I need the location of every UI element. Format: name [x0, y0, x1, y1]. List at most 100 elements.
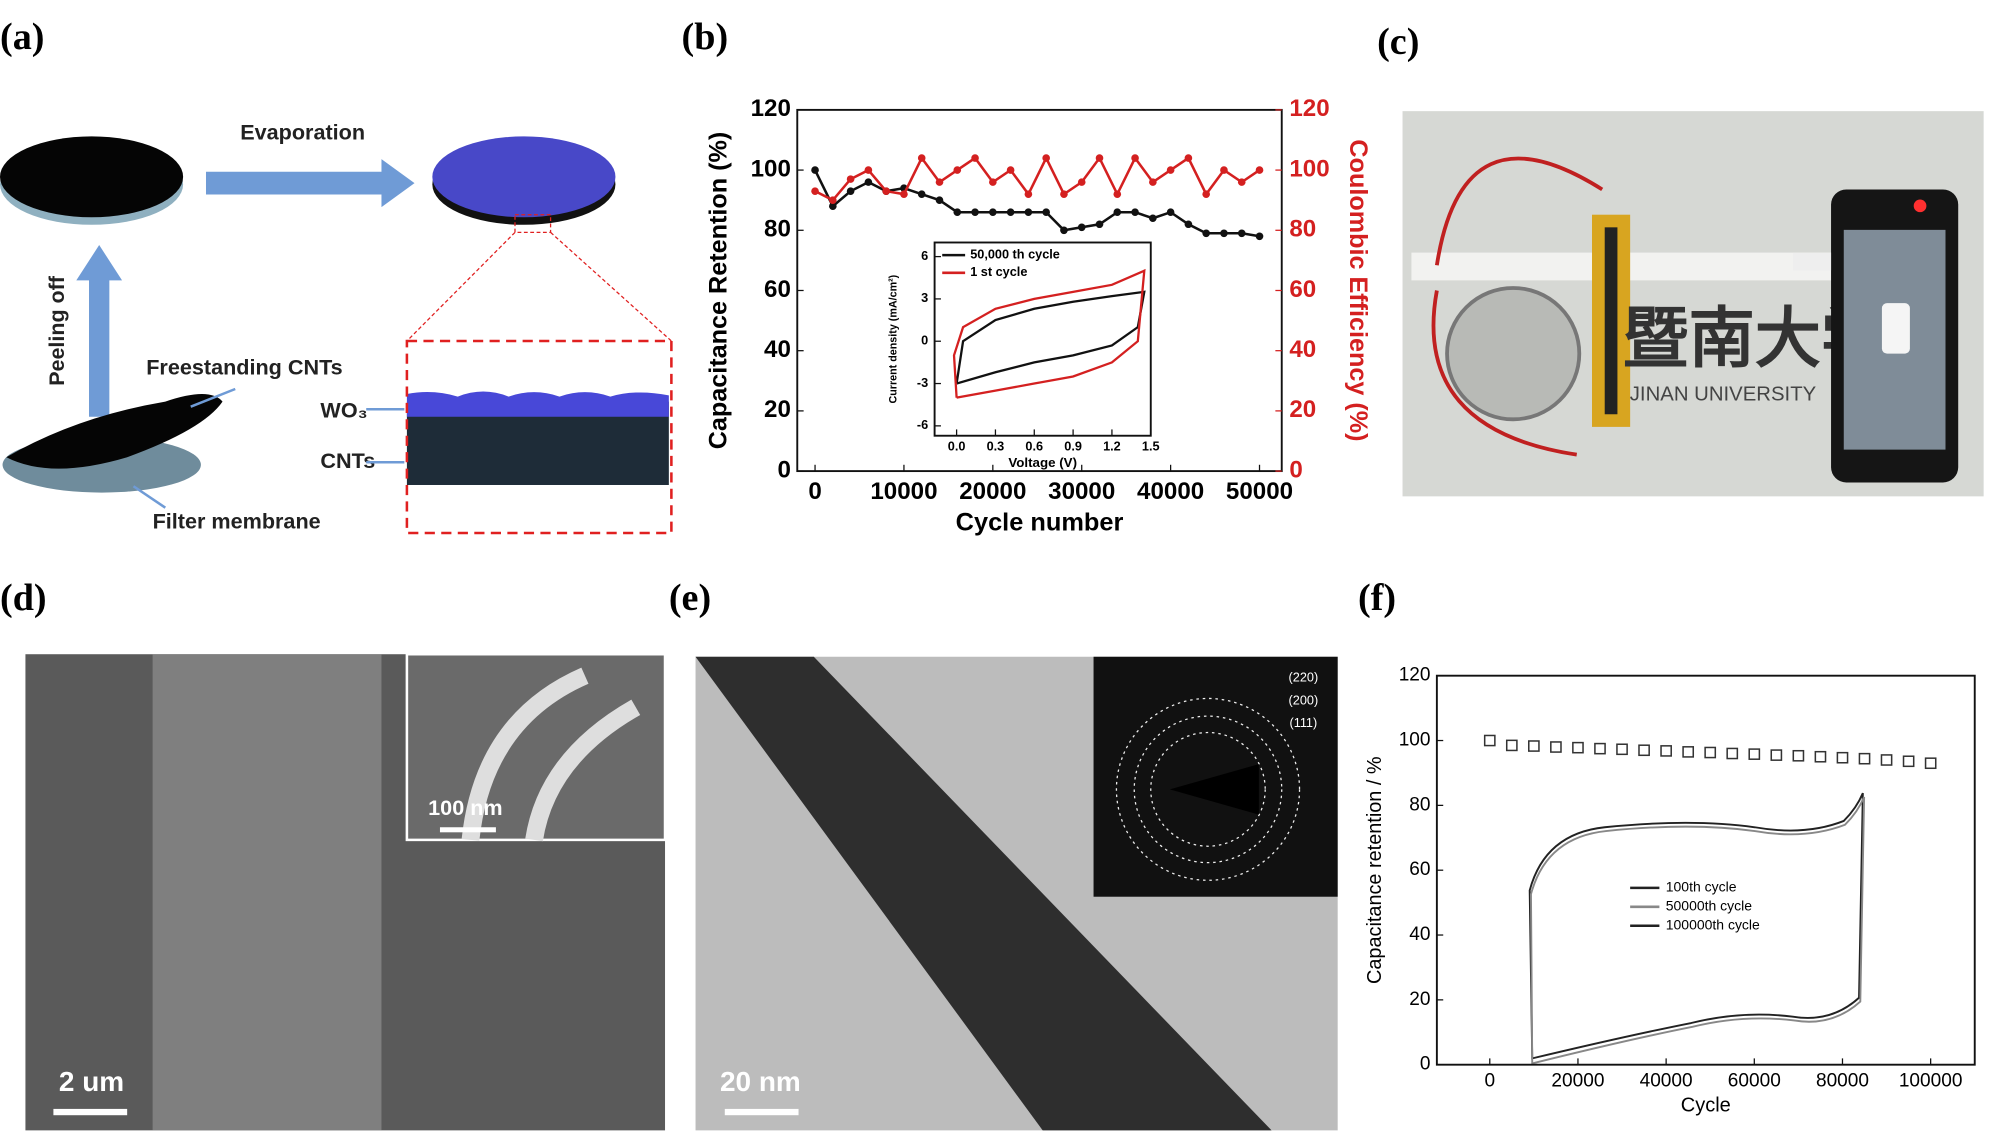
point — [1638, 744, 1650, 757]
point — [1149, 214, 1157, 223]
label: Filter membrane — [153, 510, 321, 534]
y-tick-label: 100 — [751, 155, 791, 182]
panel-label: (a) — [0, 16, 44, 58]
point — [846, 175, 855, 183]
y-tick-label: 6 — [921, 249, 928, 263]
panel-d: 100 nm 2 um — [25, 652, 667, 1131]
point — [1255, 232, 1264, 241]
point — [1770, 749, 1783, 761]
y-tick-label: 3 — [921, 291, 928, 305]
point — [1726, 747, 1739, 760]
point — [1184, 154, 1193, 162]
y-tick-label: 100 — [1399, 730, 1431, 751]
plot-frame — [1435, 674, 1976, 1066]
point — [1113, 190, 1122, 198]
y-tick-label: 80 — [764, 216, 791, 243]
x-tick-label: 10000 — [870, 478, 937, 505]
zoom-line — [406, 231, 516, 342]
y-tick-label: 0 — [1420, 1054, 1431, 1075]
zoom-frame — [405, 339, 673, 535]
point — [1042, 208, 1050, 217]
point — [1594, 742, 1606, 755]
wo3-disc — [432, 136, 616, 218]
ring — [1115, 697, 1301, 881]
point — [882, 187, 890, 195]
point — [1902, 755, 1915, 768]
nanotube — [695, 656, 1272, 1131]
x-axis-label: Cycle number — [956, 509, 1124, 537]
x-tick-label: 1.2 — [1103, 439, 1121, 453]
label: Peeling off — [45, 275, 69, 386]
y-tick-label: 120 — [751, 95, 791, 122]
y2-tick-label: 40 — [1289, 336, 1316, 363]
y-tick-label: 60 — [1409, 859, 1430, 880]
plot-frame — [933, 241, 1152, 437]
point — [1077, 223, 1086, 232]
point — [1660, 745, 1672, 757]
scale-label: 2 um — [59, 1066, 124, 1097]
series-line — [955, 290, 1146, 385]
y2-tick-label: 120 — [1289, 95, 1329, 122]
x-tick-label: 60000 — [1728, 1071, 1781, 1092]
point — [1060, 190, 1068, 198]
point — [917, 190, 926, 198]
point — [989, 178, 997, 186]
legend-label: 50,000 th cycle — [970, 247, 1060, 261]
point — [1616, 743, 1628, 756]
point — [1814, 750, 1827, 763]
point — [1024, 190, 1033, 198]
y2-tick-label: 100 — [1289, 155, 1329, 182]
point — [989, 208, 997, 217]
point — [971, 154, 979, 162]
point — [1095, 154, 1104, 162]
legend-label: 50000th cycle — [1666, 898, 1753, 914]
x-tick-label: 0.3 — [987, 439, 1005, 453]
legend-label: 100th cycle — [1666, 879, 1737, 895]
ring — [1150, 731, 1266, 847]
y2-tick-label: 0 — [1289, 457, 1302, 484]
y-axis-label: Current density (mA/cm²) — [888, 274, 900, 403]
series-line — [952, 268, 1146, 399]
point — [1131, 154, 1139, 162]
wire — [1431, 156, 1604, 457]
wo3-layer — [406, 391, 669, 417]
led — [1913, 199, 1927, 213]
cv-loop — [1530, 796, 1866, 1065]
point — [1166, 208, 1175, 217]
usb — [1792, 252, 1832, 271]
y-tick-label: 40 — [1409, 924, 1430, 945]
scale-label: 100 nm — [428, 796, 502, 820]
y-tick-label: 20 — [1409, 989, 1430, 1010]
legend-label: 1 st cycle — [970, 265, 1027, 279]
scale-bar — [53, 1108, 128, 1116]
x-tick-label: 0 — [1484, 1071, 1495, 1092]
scale-label: 20 nm — [720, 1066, 801, 1097]
x-tick-label: 50000 — [1226, 478, 1293, 505]
y-axis-label: Capacitance retention / % — [1364, 756, 1386, 984]
y2-tick-label: 60 — [1289, 276, 1316, 303]
point — [971, 208, 979, 217]
x-axis-label: Voltage (V) — [1008, 455, 1077, 470]
point — [1006, 166, 1015, 174]
y2-axis-label: Coulombic Efficiency (%) — [1344, 139, 1372, 441]
scale-bar — [439, 827, 496, 833]
x-tick-label: 20000 — [959, 478, 1026, 505]
panel-label: (d) — [0, 577, 47, 619]
y-tick-label: 120 — [1399, 665, 1431, 686]
point — [935, 196, 944, 204]
label: Freestanding CNTs — [146, 356, 342, 380]
y-tick-label: 0 — [777, 457, 790, 484]
label: Evaporation — [240, 121, 365, 145]
point — [864, 166, 873, 174]
point — [1237, 178, 1246, 186]
point — [1202, 190, 1210, 198]
x-axis-label: Cycle — [1681, 1095, 1731, 1117]
point — [829, 202, 837, 210]
point — [1113, 208, 1122, 217]
point — [1505, 739, 1518, 752]
x-tick-label: 0.6 — [1025, 439, 1043, 453]
panel-label: (f) — [1358, 577, 1396, 619]
label: WO₃ — [320, 398, 367, 422]
panel-f-overlay: 100th cycle 50000th cycle 100000th cycle — [1528, 792, 1866, 1065]
x-tick-label: 100000 — [1899, 1071, 1963, 1092]
